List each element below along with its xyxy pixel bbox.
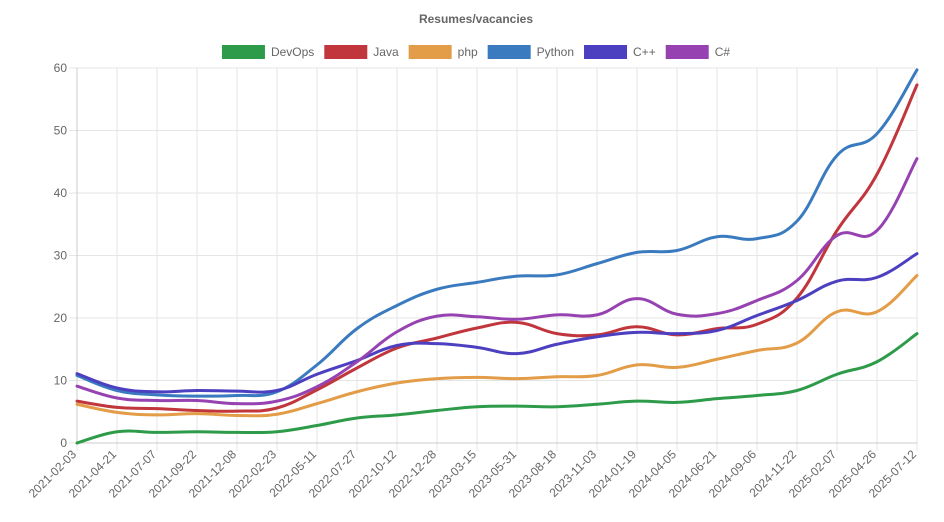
legend-swatch — [584, 45, 628, 59]
legend-item[interactable]: C++ — [584, 45, 656, 59]
series-line-python — [75, 68, 919, 398]
legend-swatch — [487, 45, 531, 59]
y-tick-label: 40 — [54, 186, 68, 200]
legend-item[interactable]: DevOps — [221, 45, 314, 59]
y-tick-label: 30 — [54, 249, 68, 263]
y-tick-label: 0 — [60, 436, 67, 450]
legend-label: Python — [537, 45, 574, 59]
y-tick-label: 10 — [54, 374, 68, 388]
series-lines — [75, 68, 919, 445]
legend[interactable]: DevOps Java php Python C++ C# — [221, 45, 731, 59]
legend-label: C++ — [633, 45, 656, 59]
chart-title: Resumes/vacancies — [419, 12, 533, 26]
x-axis: 2021-02-032021-04-212021-07-072021-09-22… — [26, 442, 919, 501]
legend-item[interactable]: php — [408, 45, 478, 59]
legend-swatch — [324, 45, 368, 59]
legend-item[interactable]: C# — [665, 45, 731, 59]
legend-swatch — [221, 45, 265, 59]
legend-item[interactable]: Java — [324, 45, 399, 59]
legend-label: DevOps — [271, 45, 314, 59]
series-line-csharp — [75, 157, 919, 406]
series-line-php — [75, 274, 919, 418]
legend-item[interactable]: Python — [487, 45, 574, 59]
series-line-devops — [75, 332, 919, 445]
legend-swatch — [665, 45, 709, 59]
legend-swatch — [408, 45, 452, 59]
y-tick-label: 60 — [54, 61, 68, 75]
y-tick-label: 20 — [54, 311, 68, 325]
y-tick-label: 50 — [54, 124, 68, 138]
legend-label: Java — [373, 45, 399, 59]
legend-label: C# — [715, 45, 731, 59]
y-axis: 0 10 20 30 40 50 60 — [54, 61, 78, 450]
legend-label: php — [458, 45, 478, 59]
series-line-csharp — [75, 252, 919, 394]
series-line-java — [75, 83, 919, 413]
